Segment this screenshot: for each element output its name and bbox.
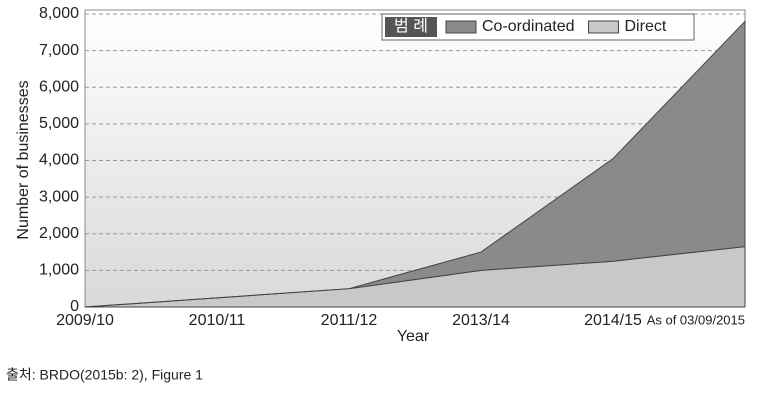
x-tick-label: 2014/15 bbox=[584, 312, 642, 329]
y-tick-label: 1,000 bbox=[39, 262, 79, 279]
source: 출처: BRDO(2015b: 2), Figure 1 bbox=[6, 367, 203, 383]
x-tick-label: 2009/10 bbox=[56, 312, 114, 329]
legend-swatch bbox=[445, 20, 477, 34]
x-tick-label: 2011/12 bbox=[321, 312, 378, 329]
plot bbox=[84, 13, 746, 308]
legend-label: Co-ordinated bbox=[482, 18, 575, 35]
y-tick-label: 4,000 bbox=[39, 152, 79, 169]
legend-label: Direct bbox=[625, 18, 667, 35]
y-tick-label: 6,000 bbox=[39, 78, 79, 95]
x-tick-label: 2010/11 bbox=[189, 312, 246, 329]
area bbox=[84, 20, 746, 308]
y-tick-label: 2,000 bbox=[39, 225, 79, 242]
legend-swatch bbox=[588, 20, 619, 34]
y-tick-label: 3,000 bbox=[39, 188, 79, 205]
y-tick-label: 5,000 bbox=[39, 115, 79, 132]
y-axis-title: Number of businesses bbox=[15, 80, 32, 239]
legend-title: 범 례 bbox=[394, 17, 428, 35]
y-tick-label: 7,000 bbox=[39, 42, 79, 59]
y-tick-label: 8,000 bbox=[39, 5, 79, 22]
x-tick-label: As of 03/09/2015 bbox=[647, 312, 745, 327]
y-tick-label: 0 bbox=[70, 298, 79, 315]
x-axis-title: Year bbox=[397, 328, 430, 345]
x-tick-label: 2013/14 bbox=[452, 312, 510, 329]
legend: 범 례 bbox=[381, 13, 695, 41]
legend-title-box bbox=[385, 17, 437, 37]
